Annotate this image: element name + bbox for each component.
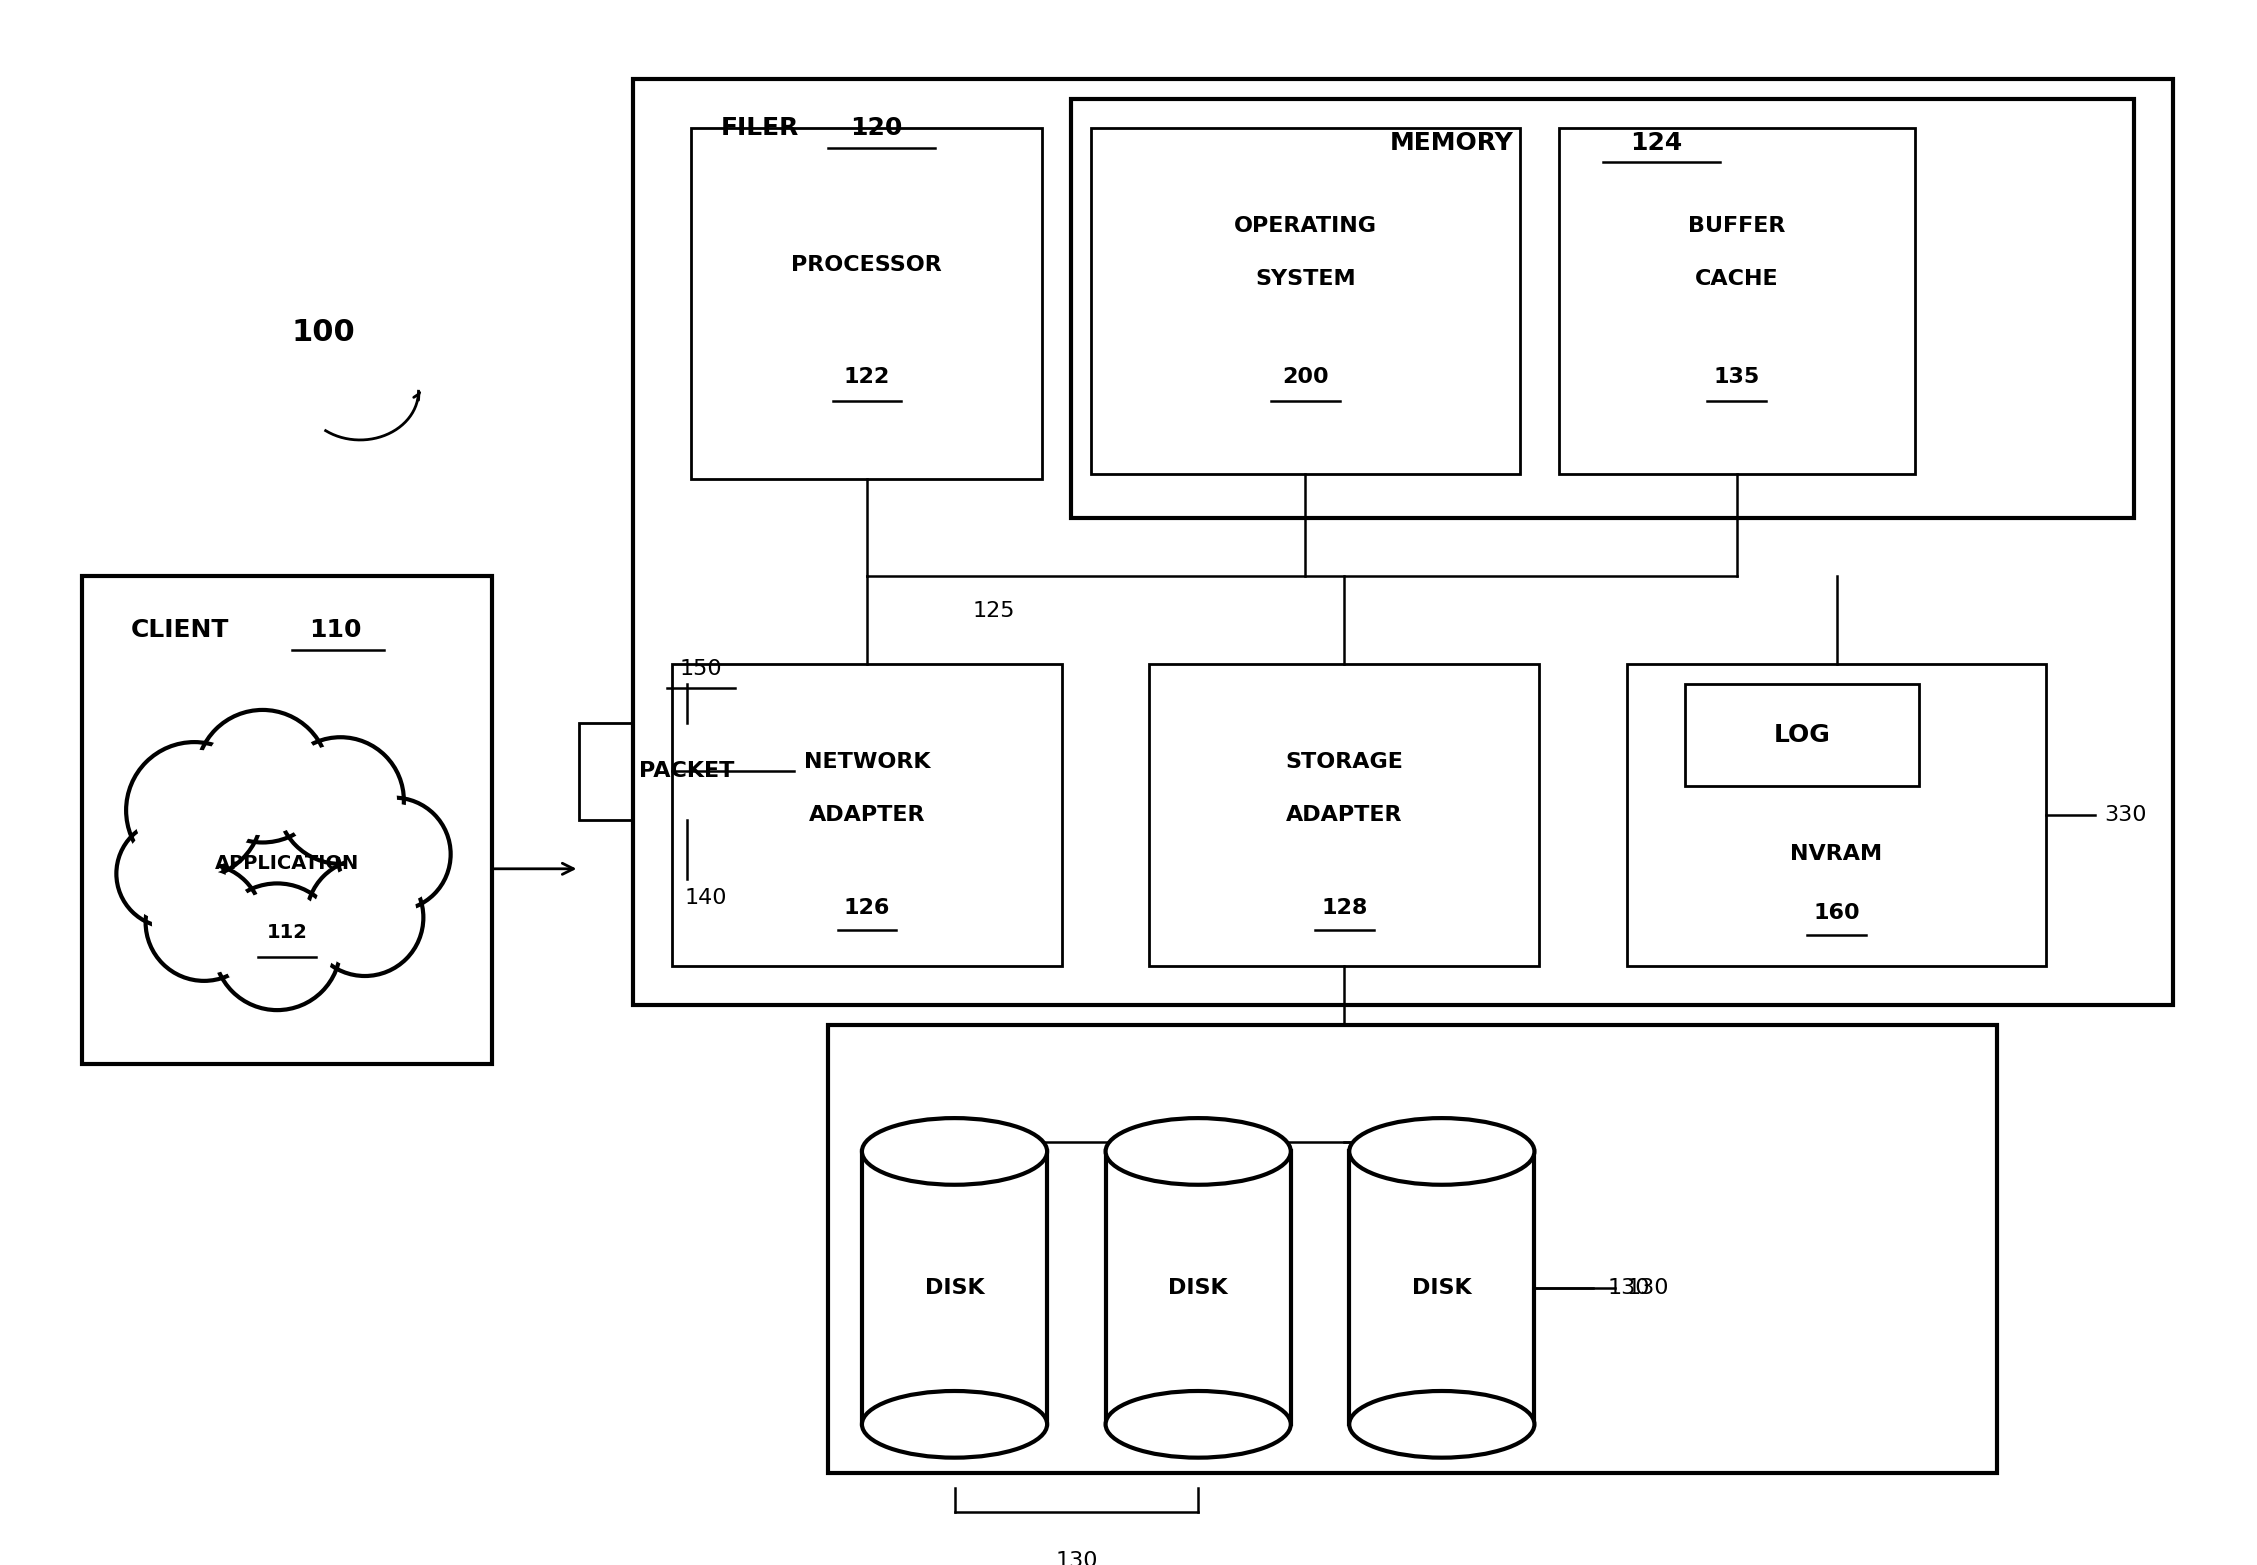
Text: ADAPTER: ADAPTER <box>1286 804 1402 825</box>
Text: LOG: LOG <box>1774 723 1830 747</box>
Circle shape <box>314 865 415 969</box>
Text: 150: 150 <box>679 659 722 679</box>
Text: CACHE: CACHE <box>1695 269 1779 290</box>
Bar <box>1072 99 2133 518</box>
Text: 120: 120 <box>851 116 903 141</box>
Text: APPLICATION: APPLICATION <box>214 854 359 873</box>
Text: STORAGE: STORAGE <box>1286 751 1404 772</box>
Circle shape <box>153 872 255 973</box>
Text: BUFFER: BUFFER <box>1688 216 1785 236</box>
Text: 140: 140 <box>684 887 727 908</box>
Circle shape <box>339 798 451 911</box>
Text: 110: 110 <box>309 618 361 642</box>
Text: 122: 122 <box>844 366 889 387</box>
Circle shape <box>203 718 320 834</box>
Text: 135: 135 <box>1713 366 1760 387</box>
Circle shape <box>196 711 330 842</box>
Text: ADAPTER: ADAPTER <box>808 804 925 825</box>
Text: 130: 130 <box>1607 1279 1650 1297</box>
Text: FILER: FILER <box>720 116 799 141</box>
Circle shape <box>117 820 223 928</box>
Text: PACKET: PACKET <box>639 761 734 781</box>
Ellipse shape <box>1106 1117 1291 1185</box>
Ellipse shape <box>1106 1117 1291 1185</box>
Circle shape <box>214 883 341 1009</box>
Ellipse shape <box>1106 1391 1291 1457</box>
Text: DISK: DISK <box>925 1279 984 1297</box>
Bar <box>1686 684 1918 786</box>
Text: OPERATING: OPERATING <box>1235 216 1377 236</box>
Bar <box>1106 1152 1291 1424</box>
Text: 112: 112 <box>266 923 307 942</box>
Circle shape <box>147 864 262 981</box>
Text: 125: 125 <box>973 601 1016 621</box>
Ellipse shape <box>1350 1117 1535 1185</box>
Ellipse shape <box>1350 1391 1535 1457</box>
Text: 124: 124 <box>1630 131 1681 155</box>
Ellipse shape <box>862 1117 1047 1185</box>
Circle shape <box>135 750 255 870</box>
Bar <box>81 576 492 1064</box>
Bar <box>632 80 2173 1005</box>
Bar <box>1350 1152 1535 1424</box>
Bar <box>673 664 1061 966</box>
Circle shape <box>278 737 404 864</box>
Circle shape <box>126 742 262 878</box>
Bar <box>580 723 794 820</box>
Text: NETWORK: NETWORK <box>803 751 930 772</box>
Circle shape <box>307 859 424 977</box>
Text: 126: 126 <box>844 898 889 917</box>
Bar <box>1560 128 1914 474</box>
Ellipse shape <box>1350 1117 1535 1185</box>
Circle shape <box>345 804 445 905</box>
Text: 128: 128 <box>1320 898 1368 917</box>
Bar <box>828 1025 1997 1473</box>
Bar <box>1090 128 1519 474</box>
Text: 100: 100 <box>291 318 357 347</box>
Circle shape <box>284 745 397 856</box>
Bar <box>1149 664 1539 966</box>
Ellipse shape <box>862 1117 1047 1185</box>
Text: PROCESSOR: PROCESSOR <box>792 255 941 274</box>
Text: CLIENT: CLIENT <box>131 618 228 642</box>
Circle shape <box>221 890 334 1003</box>
Text: 200: 200 <box>1282 366 1329 387</box>
Text: 330: 330 <box>2104 804 2146 825</box>
Text: SYSTEM: SYSTEM <box>1255 269 1356 290</box>
Bar <box>1627 664 2047 966</box>
Text: 130: 130 <box>1627 1279 1670 1297</box>
Bar <box>691 128 1043 479</box>
Ellipse shape <box>862 1391 1047 1457</box>
Circle shape <box>122 826 217 920</box>
Bar <box>862 1152 1047 1424</box>
Text: 130: 130 <box>1054 1551 1097 1565</box>
Text: DISK: DISK <box>1169 1279 1228 1297</box>
Text: MEMORY: MEMORY <box>1390 131 1514 155</box>
Text: DISK: DISK <box>1413 1279 1472 1297</box>
Text: 160: 160 <box>1812 903 1860 923</box>
Text: NVRAM: NVRAM <box>1790 844 1882 864</box>
